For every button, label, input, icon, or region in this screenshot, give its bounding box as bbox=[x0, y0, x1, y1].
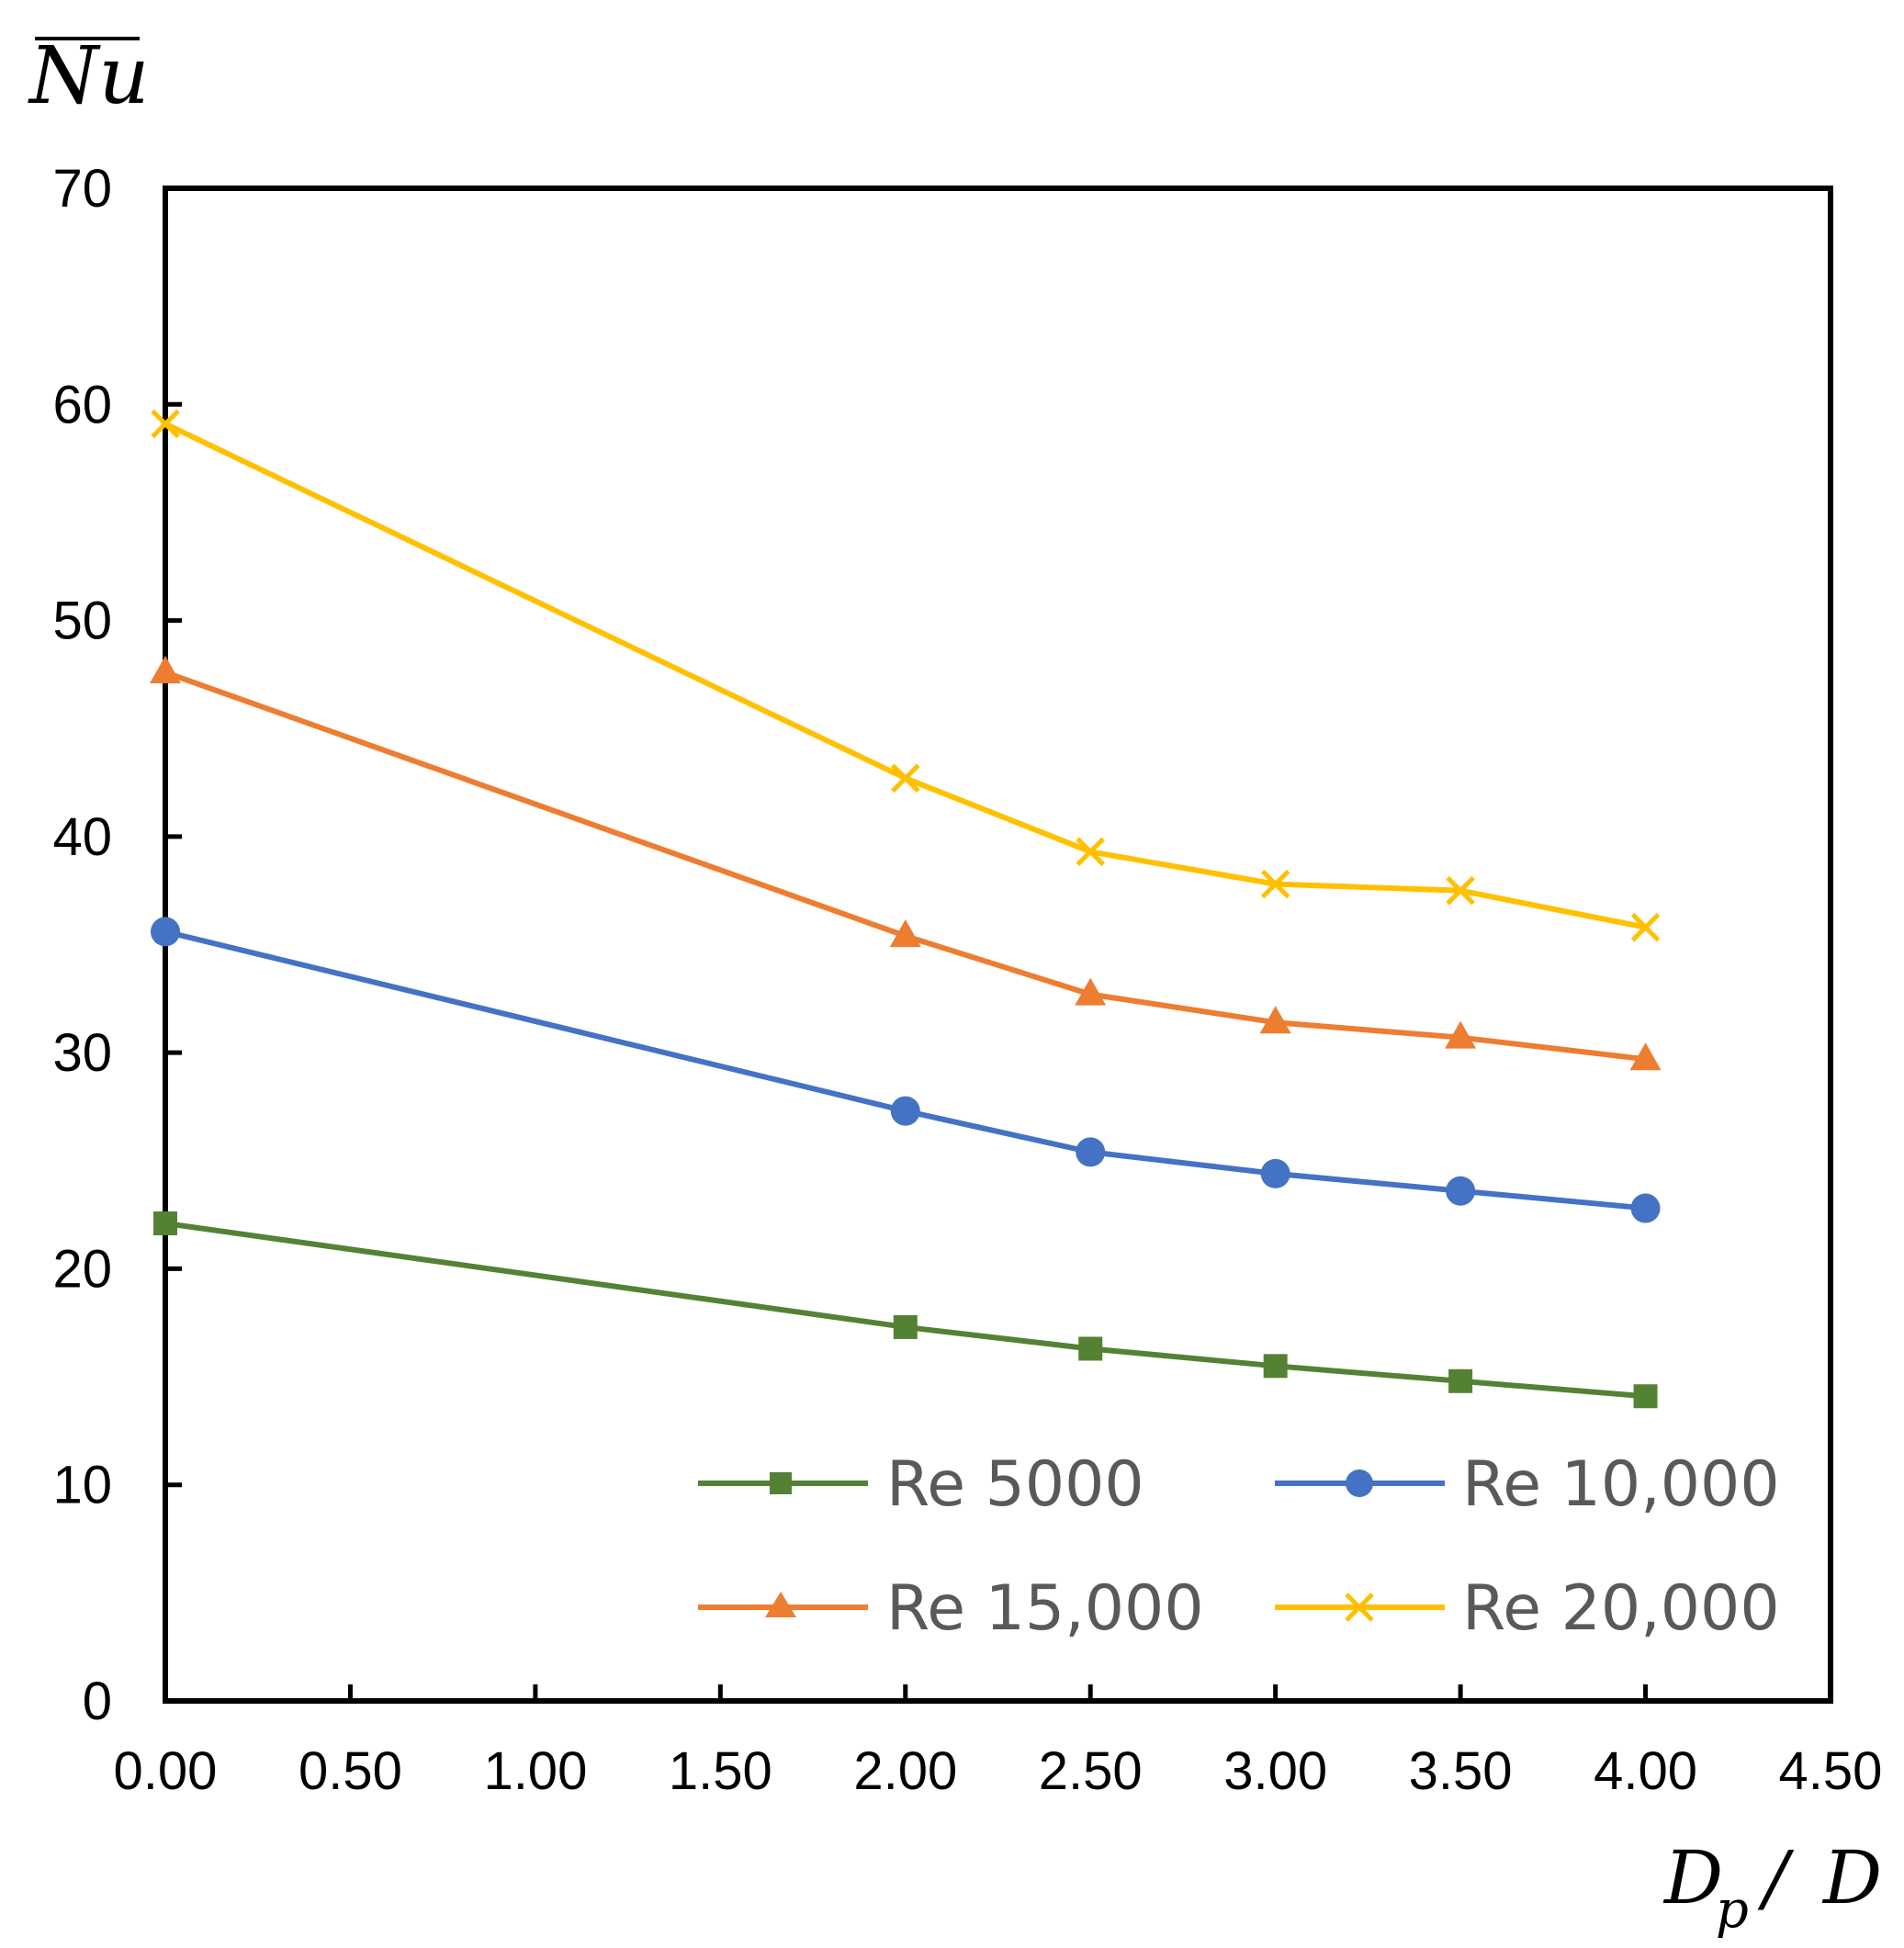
series-line-re-5000 bbox=[164, 1221, 1646, 1400]
data-point-re-10-000[interactable] bbox=[151, 917, 180, 947]
y-tick-labels: 0 10 20 30 40 50 60 70 bbox=[52, 159, 112, 1731]
legend-label-re-5000: Re 5000 bbox=[886, 1448, 1144, 1521]
series-re-5000 bbox=[153, 1211, 1658, 1409]
x-tick-label: 1.50 bbox=[669, 1741, 772, 1801]
data-point-re-20-000[interactable] bbox=[1260, 869, 1290, 899]
data-point-re-20-000[interactable] bbox=[1076, 837, 1105, 867]
legend-marker-circle-icon bbox=[1346, 1469, 1373, 1497]
data-point-re-15-000[interactable] bbox=[150, 656, 181, 684]
legend-entry-re-20000[interactable]: Re 20,000 bbox=[1275, 1572, 1780, 1645]
legend-label-re-15000: Re 15,000 bbox=[886, 1572, 1204, 1645]
x-axis-title-denominator: D bbox=[1821, 1835, 1882, 1920]
data-point-re-10-000[interactable] bbox=[1076, 1137, 1106, 1167]
data-point-re-10-000[interactable] bbox=[1260, 1158, 1290, 1188]
y-tick-label: 30 bbox=[52, 1023, 112, 1083]
data-point-re-20-000[interactable] bbox=[151, 409, 180, 439]
data-series bbox=[150, 409, 1662, 1409]
series-line-re-10-000 bbox=[164, 929, 1646, 1211]
axis-ticks bbox=[163, 186, 1833, 1704]
legend-marker-x-icon bbox=[1345, 1593, 1374, 1622]
y-tick-label: 60 bbox=[52, 375, 112, 434]
legend-entry-re-5000[interactable]: Re 5000 bbox=[698, 1448, 1144, 1521]
data-point-re-10-000[interactable] bbox=[1446, 1176, 1476, 1206]
series-re-15-000 bbox=[150, 656, 1662, 1071]
series-re-20-000 bbox=[151, 409, 1661, 942]
legend: Re 5000 Re 10,000 Re 15,000 Re 20,000 bbox=[698, 1448, 1780, 1645]
data-point-re-5000[interactable] bbox=[1078, 1336, 1103, 1361]
x-axis-title-subscript: p bbox=[1716, 1880, 1749, 1940]
y-tick-label: 50 bbox=[52, 591, 112, 651]
series-re-10-000 bbox=[151, 917, 1661, 1223]
y-tick-label: 20 bbox=[52, 1239, 112, 1299]
x-tick-label: 1.00 bbox=[483, 1741, 587, 1801]
legend-marker-square-icon bbox=[770, 1472, 792, 1494]
legend-label-re-20000: Re 20,000 bbox=[1462, 1572, 1780, 1645]
data-point-re-20-000[interactable] bbox=[1446, 875, 1475, 906]
x-axis-title-slash: / bbox=[1757, 1835, 1795, 1920]
x-axis-title-numerator: D bbox=[1662, 1835, 1723, 1920]
series-line-re-20-000 bbox=[163, 421, 1647, 930]
legend-entry-re-15000[interactable]: Re 15,000 bbox=[698, 1572, 1204, 1645]
y-tick-label: 70 bbox=[52, 159, 112, 219]
data-point-re-5000[interactable] bbox=[893, 1314, 918, 1339]
x-axis-title: D p / D bbox=[1662, 1835, 1882, 1940]
data-point-re-15-000[interactable] bbox=[1259, 1006, 1291, 1034]
y-tick-label: 0 bbox=[83, 1672, 112, 1731]
data-point-re-5000[interactable] bbox=[1633, 1384, 1658, 1409]
data-point-re-20-000[interactable] bbox=[891, 763, 920, 794]
x-tick-label: 3.50 bbox=[1409, 1741, 1513, 1801]
data-point-re-15-000[interactable] bbox=[1075, 977, 1107, 1006]
y-axis-title: Nu bbox=[28, 30, 150, 122]
data-point-re-5000[interactable] bbox=[1448, 1368, 1473, 1393]
data-point-re-15-000[interactable] bbox=[1629, 1042, 1662, 1071]
data-point-re-15-000[interactable] bbox=[1445, 1020, 1477, 1049]
x-tick-label: 2.00 bbox=[853, 1741, 957, 1801]
y-tick-label: 40 bbox=[52, 807, 112, 867]
x-tick-label: 2.50 bbox=[1039, 1741, 1143, 1801]
data-point-re-20-000[interactable] bbox=[1630, 912, 1661, 942]
legend-marker-triangle-icon bbox=[765, 1592, 796, 1617]
y-tick-label: 10 bbox=[52, 1456, 112, 1515]
x-tick-label: 4.00 bbox=[1594, 1741, 1697, 1801]
x-tick-label: 4.50 bbox=[1779, 1741, 1883, 1801]
data-point-re-5000[interactable] bbox=[1263, 1354, 1288, 1379]
legend-label-re-10000: Re 10,000 bbox=[1462, 1448, 1780, 1521]
data-point-re-10-000[interactable] bbox=[1630, 1193, 1661, 1223]
x-tick-label: 3.00 bbox=[1223, 1741, 1327, 1801]
data-point-re-10-000[interactable] bbox=[890, 1096, 920, 1126]
y-axis-title-text: Nu bbox=[28, 30, 150, 122]
series-line-re-15-000 bbox=[163, 670, 1646, 1063]
legend-entry-re-10000[interactable]: Re 10,000 bbox=[1275, 1448, 1780, 1521]
data-point-re-15-000[interactable] bbox=[889, 919, 921, 948]
data-point-re-5000[interactable] bbox=[153, 1211, 177, 1236]
x-tick-labels: 0.00 0.50 1.00 1.50 2.00 2.50 3.00 3.50 4.00 4.50 bbox=[114, 1741, 1883, 1801]
x-tick-label: 0.50 bbox=[299, 1741, 402, 1801]
x-tick-label: 0.00 bbox=[114, 1741, 218, 1801]
